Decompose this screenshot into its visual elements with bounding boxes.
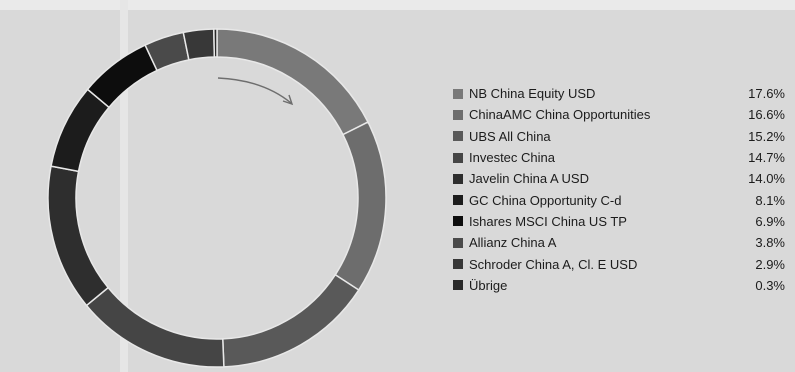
- legend-label: Ishares MSCI China US TP: [469, 213, 627, 229]
- legend-value: 2.9%: [755, 256, 785, 272]
- legend-swatch: [453, 259, 463, 270]
- legend-label: Investec China: [469, 150, 555, 166]
- legend-value: 15.2%: [748, 128, 785, 144]
- legend-item: Investec China 14.7%: [453, 147, 785, 168]
- legend-value: 0.3%: [755, 277, 785, 293]
- legend-swatch: [453, 280, 463, 291]
- legend-label: UBS All China: [469, 128, 551, 144]
- legend-value: 3.8%: [755, 235, 785, 251]
- donut-chart: [47, 28, 387, 368]
- legend-value: 14.7%: [748, 150, 785, 166]
- donut-slice-10: [213, 28, 218, 58]
- legend: NB China Equity USD 17.6% ChinaAMC China O…: [453, 83, 785, 296]
- legend-swatch: [453, 109, 463, 120]
- legend-swatch: [453, 131, 463, 142]
- legend-swatch: [453, 237, 463, 248]
- legend-item: Ishares MSCI China US TP 6.9%: [453, 211, 785, 232]
- donut-slice-7: [86, 44, 159, 109]
- donut-slice-5: [47, 165, 110, 307]
- legend-item: Allianz China A 3.8%: [453, 232, 785, 253]
- legend-item: Javelin China A USD 14.0%: [453, 168, 785, 189]
- donut-slice-6: [50, 88, 111, 173]
- donut-slice-3: [221, 273, 360, 368]
- donut-slice-4: [85, 286, 225, 368]
- top-band: [0, 0, 795, 10]
- column-divider: [120, 0, 128, 372]
- legend-label: ChinaAMC China Opportunities: [469, 107, 651, 123]
- legend-value: 17.6%: [748, 86, 785, 102]
- donut-slice-2: [334, 121, 387, 292]
- direction-arrow: [217, 77, 292, 104]
- legend-item: GC China Opportunity C-d 8.1%: [453, 189, 785, 210]
- legend-value: 16.6%: [748, 107, 785, 123]
- legend-label: NB China Equity USD: [469, 86, 596, 102]
- legend-item: ChinaAMC China Opportunities 16.6%: [453, 104, 785, 125]
- legend-item: Schroder China A, Cl. E USD 2.9%: [453, 253, 785, 274]
- legend-item: NB China Equity USD 17.6%: [453, 83, 785, 104]
- legend-swatch: [453, 152, 463, 163]
- donut-slice-9: [182, 28, 216, 61]
- legend-swatch: [453, 88, 463, 99]
- legend-swatch: [453, 173, 463, 184]
- legend-label: GC China Opportunity C-d: [469, 192, 622, 208]
- donut-slices: [47, 28, 387, 368]
- legend-value: 14.0%: [748, 171, 785, 187]
- legend-value: 8.1%: [755, 192, 785, 208]
- legend-swatch: [453, 195, 463, 206]
- legend-label: Javelin China A USD: [469, 171, 589, 187]
- donut-slice-1: [216, 28, 369, 136]
- legend-item: UBS All China 15.2%: [453, 126, 785, 147]
- legend-label: Allianz China A: [469, 235, 557, 251]
- legend-value: 6.9%: [755, 213, 785, 229]
- legend-label: Schroder China A, Cl. E USD: [469, 256, 638, 272]
- direction-arrow-head: [282, 94, 294, 106]
- legend-swatch: [453, 216, 463, 227]
- legend-label: Übrige: [469, 277, 508, 293]
- legend-item: Übrige 0.3%: [453, 275, 785, 296]
